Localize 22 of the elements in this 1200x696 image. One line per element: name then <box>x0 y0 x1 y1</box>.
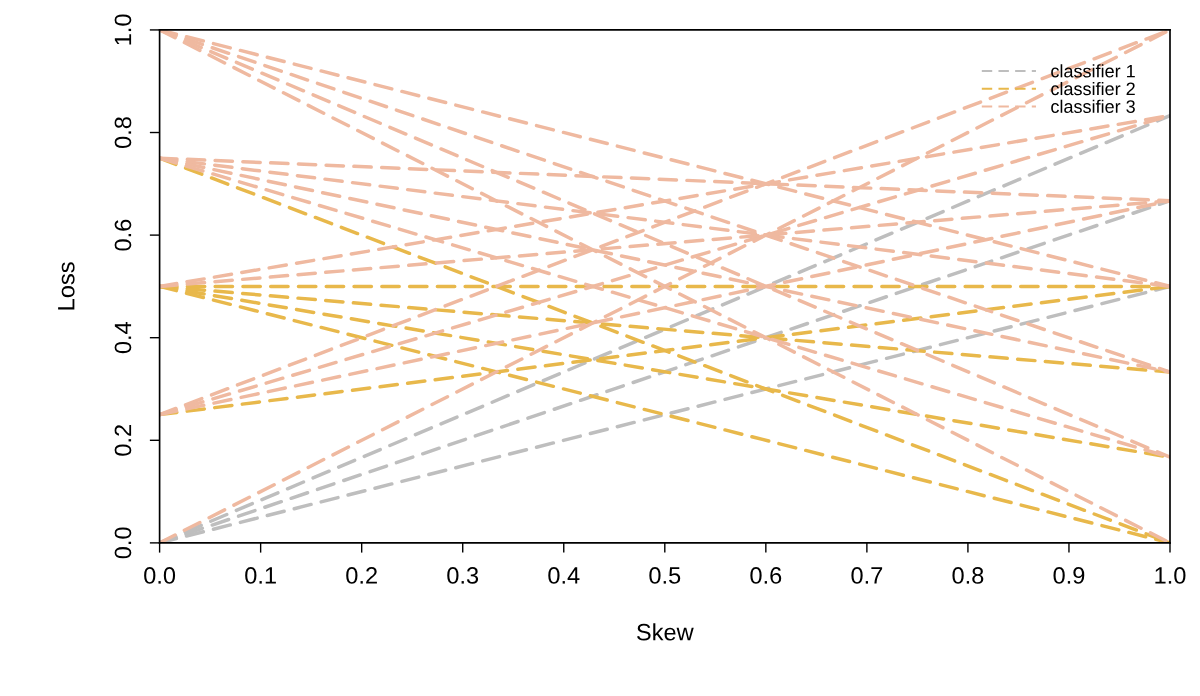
x-tick-label: 0.5 <box>649 567 681 584</box>
y-tick-label: 0.8 <box>114 117 132 149</box>
y-tick-label: 0.0 <box>114 527 132 559</box>
legend-label: classifier 1 <box>1051 64 1135 78</box>
x-tick-label: 0.8 <box>952 567 984 584</box>
x-axis-title: Skew <box>637 623 694 641</box>
y-axis-title: Loss <box>58 262 75 310</box>
y-tick-label: 0.6 <box>114 219 132 251</box>
x-tick-label: 0.4 <box>548 567 580 584</box>
x-tick-label: 0.0 <box>144 567 176 584</box>
x-tick-label: 0.3 <box>447 567 479 584</box>
y-tick-label: 0.4 <box>114 321 132 354</box>
x-tick-label: 0.1 <box>245 567 276 584</box>
y-tick-label: 1.0 <box>114 14 132 45</box>
y-tick-label: 0.2 <box>114 425 132 456</box>
legend-label: classifier 2 <box>1051 81 1135 96</box>
x-tick-label: 1.0 <box>1155 567 1186 584</box>
x-tick-label: 0.2 <box>346 567 377 584</box>
legend-label: classifier 3 <box>1051 99 1135 113</box>
x-tick-label: 0.6 <box>750 567 782 584</box>
x-tick-label: 0.9 <box>1053 567 1085 584</box>
x-tick-label: 0.7 <box>851 567 883 584</box>
